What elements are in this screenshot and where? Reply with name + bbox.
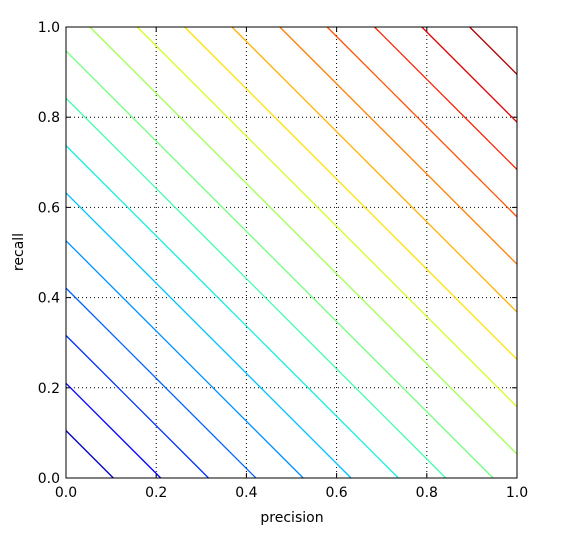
contour-line <box>65 430 114 479</box>
contour-line <box>65 382 162 479</box>
contour-line <box>65 240 304 479</box>
contour-line <box>184 26 518 360</box>
x-tick-label: 0.4 <box>235 485 257 501</box>
contour-line <box>231 26 518 313</box>
y-tick-label: 0.0 <box>38 471 60 487</box>
contour-line <box>469 26 518 75</box>
x-tick-label: 0.0 <box>55 485 77 501</box>
y-axis-label: recall <box>11 233 27 271</box>
contour-line <box>374 26 518 170</box>
y-tick-label: 0.8 <box>38 110 60 126</box>
y-tick-label: 0.6 <box>38 200 60 216</box>
contour-line <box>326 26 518 218</box>
contour-line <box>279 26 518 265</box>
y-tick-label: 1.0 <box>38 20 60 36</box>
x-tick-label: 0.2 <box>145 485 167 501</box>
y-tick-label: 0.2 <box>38 381 60 397</box>
plot-frame <box>65 26 518 479</box>
contour-line <box>65 50 494 479</box>
contour-line <box>65 335 209 479</box>
contour-line <box>65 145 399 479</box>
contour-line <box>65 97 447 479</box>
x-axis-label: precision <box>260 510 323 526</box>
contour-line <box>65 192 352 479</box>
contour-line <box>136 26 518 408</box>
x-tick-label: 1.0 <box>506 485 528 501</box>
x-tick-label: 0.8 <box>416 485 438 501</box>
contour-line <box>421 26 518 123</box>
x-tick-label: 0.6 <box>325 485 347 501</box>
y-tick-label: 0.4 <box>38 291 60 307</box>
contour-line <box>65 287 257 479</box>
contour-line <box>89 26 518 455</box>
